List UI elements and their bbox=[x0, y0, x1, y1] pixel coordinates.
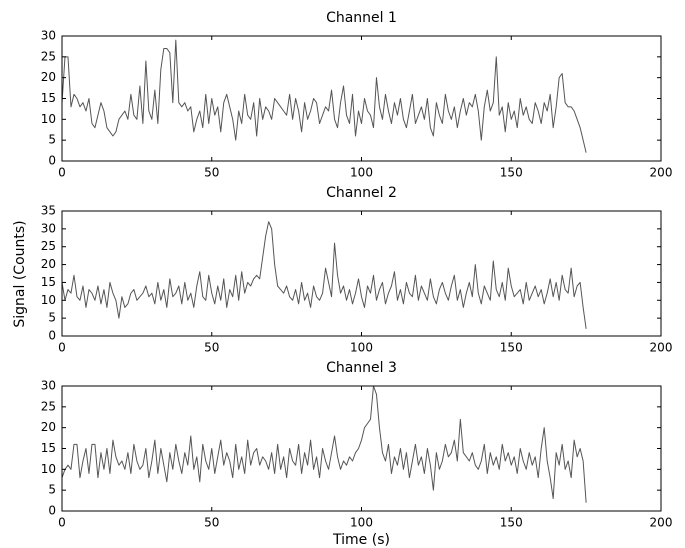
signal-line bbox=[61, 39, 587, 153]
y-tick-label: 25 bbox=[41, 49, 56, 63]
y-tick-label: 15 bbox=[41, 275, 56, 289]
y-tick-label: 25 bbox=[41, 239, 56, 253]
x-tick-label: 100 bbox=[350, 516, 373, 530]
x-tick-label: 0 bbox=[58, 341, 66, 355]
chart-title: Channel 1 bbox=[326, 10, 397, 26]
x-tick-label: 150 bbox=[500, 516, 523, 530]
y-tick-label: 0 bbox=[48, 329, 56, 343]
plot-frame bbox=[61, 35, 662, 162]
signal-line bbox=[61, 221, 587, 329]
y-tick-label: 25 bbox=[41, 399, 56, 413]
y-tick-label: 5 bbox=[48, 483, 56, 497]
y-tick-label: 0 bbox=[48, 154, 56, 168]
x-tick-label: 150 bbox=[500, 166, 523, 180]
y-tick-label: 30 bbox=[41, 29, 56, 43]
y-tick-label: 15 bbox=[41, 91, 56, 105]
y-tick-label: 35 bbox=[41, 204, 56, 218]
y-tick-label: 20 bbox=[41, 420, 56, 434]
y-tick-label: 5 bbox=[48, 311, 56, 325]
plot-frame bbox=[61, 385, 662, 512]
x-tick-label: 50 bbox=[204, 166, 219, 180]
signal-line bbox=[61, 385, 587, 503]
y-tick-label: 0 bbox=[48, 504, 56, 518]
y-tick-label: 20 bbox=[41, 70, 56, 84]
y-tick-label: 10 bbox=[41, 462, 56, 476]
x-axis-label: Time (s) bbox=[332, 532, 390, 548]
y-tick-label: 20 bbox=[41, 257, 56, 271]
y-tick-label: 15 bbox=[41, 441, 56, 455]
chart-title: Channel 3 bbox=[326, 360, 397, 376]
x-tick-label: 0 bbox=[58, 166, 66, 180]
y-tick-label: 30 bbox=[41, 379, 56, 393]
plot-frame bbox=[61, 210, 662, 337]
x-tick-label: 0 bbox=[58, 516, 66, 530]
x-tick-label: 200 bbox=[650, 516, 673, 530]
x-tick-label: 200 bbox=[650, 166, 673, 180]
x-tick-label: 150 bbox=[500, 341, 523, 355]
x-tick-label: 50 bbox=[204, 341, 219, 355]
x-tick-label: 50 bbox=[204, 516, 219, 530]
x-tick-label: 200 bbox=[650, 341, 673, 355]
y-axis-label: Signal (Counts) bbox=[12, 220, 28, 327]
y-tick-label: 10 bbox=[41, 112, 56, 126]
x-tick-label: 100 bbox=[350, 166, 373, 180]
chart-title: Channel 2 bbox=[326, 185, 397, 201]
x-tick-label: 100 bbox=[350, 341, 373, 355]
y-tick-label: 30 bbox=[41, 221, 56, 235]
y-tick-label: 5 bbox=[48, 133, 56, 147]
y-tick-label: 10 bbox=[41, 293, 56, 307]
